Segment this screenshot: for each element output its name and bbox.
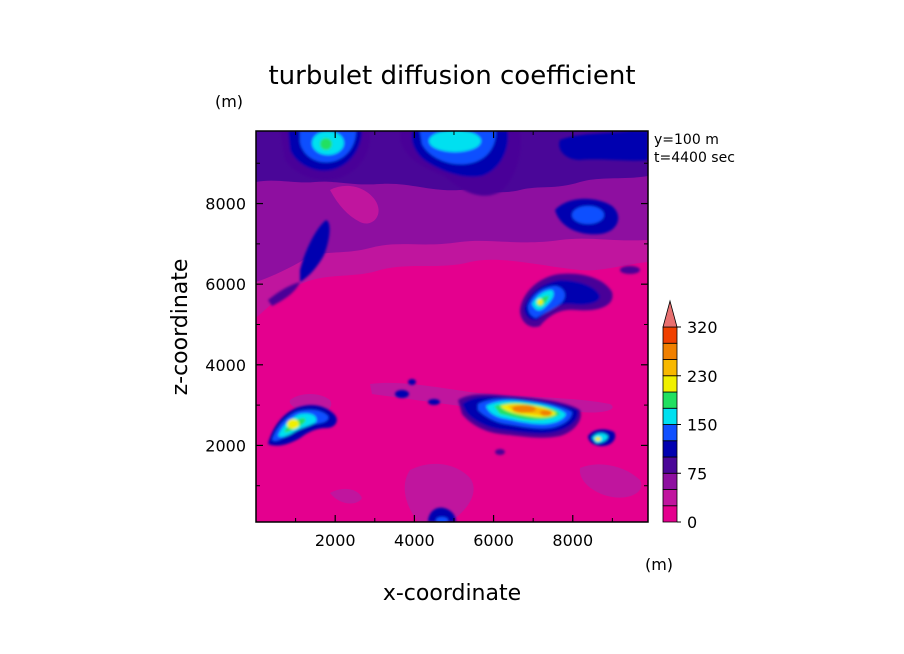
feature-mid-right-yellow: [537, 299, 543, 305]
colorbar-extension: [662, 299, 678, 328]
colorbar-bin: [662, 342, 678, 360]
colorbar: 0 75 150 230 320: [662, 299, 718, 532]
colorbar-bin: [662, 407, 678, 425]
annotation-time: t=4400 sec: [654, 150, 735, 166]
y-unit-label: (m): [215, 92, 243, 111]
contour-patch-left-low: [330, 488, 362, 504]
feature-top-center-cyan: [429, 131, 481, 152]
feature-right-blue: [572, 206, 604, 224]
colorbar-label: 230: [687, 367, 718, 386]
colorbar-label: 320: [687, 318, 718, 337]
feature-lower-left-yellow: [287, 419, 299, 429]
colorbar-bin: [662, 440, 678, 458]
feature-center-orange-2: [540, 410, 552, 416]
y-tick-label: 4000: [205, 356, 246, 375]
feature-left-navy-streak: [300, 220, 330, 282]
feature-top-left-green: [320, 138, 332, 150]
x-tick-label: 2000: [315, 531, 356, 550]
feature-speck-3: [495, 449, 505, 455]
colorbar-bin: [662, 326, 678, 344]
colorbar-bin: [662, 489, 678, 507]
feature-left-violet-streak: [268, 282, 300, 306]
colorbar-label: 75: [687, 464, 707, 483]
feature-top-right-navy: [559, 131, 648, 161]
feature-speck-5: [408, 379, 416, 385]
feature-bottom-blue: [436, 517, 448, 522]
feature-speck-4: [620, 266, 640, 274]
annotation-y-slice: y=100 m: [654, 132, 719, 148]
x-tick-label: 4000: [394, 531, 435, 550]
colorbar-label: 0: [687, 513, 697, 532]
colorbar-bin: [662, 424, 678, 442]
x-unit-label: (m): [645, 555, 673, 574]
chart-title: turbulet diffusion coefficient: [268, 61, 635, 91]
colorbar-label: 150: [687, 416, 718, 435]
plot-area: [256, 131, 648, 522]
colorbar-bin: [662, 505, 678, 523]
feature-small-right-yellow: [595, 437, 601, 441]
x-tick-label: 8000: [552, 531, 593, 550]
contour-band-top-violet: [330, 185, 379, 224]
colorbar-bin: [662, 456, 678, 474]
y-tick-label: 2000: [205, 436, 246, 455]
feature-speck-2: [428, 399, 440, 405]
y-axis-label: z-coordinate: [168, 259, 193, 396]
contour-features: [268, 131, 648, 522]
contour-patch-bottom: [404, 463, 474, 522]
contour-patch-bottom-right: [579, 464, 642, 498]
x-tick-label: 6000: [473, 531, 514, 550]
colorbar-bin: [662, 375, 678, 393]
feature-bottom-navy: [428, 507, 456, 522]
colorbar-bin: [662, 472, 678, 490]
x-axis-label: x-coordinate: [383, 581, 521, 606]
feature-center-orange: [512, 405, 536, 413]
colorbar-bin: [662, 391, 678, 409]
x-axis: 2000 4000 6000 8000: [295, 131, 613, 550]
y-tick-label: 6000: [205, 275, 246, 294]
y-tick-label: 8000: [205, 195, 246, 214]
colorbar-bin: [662, 359, 678, 377]
y-axis: 2000 4000 6000 8000: [205, 162, 648, 487]
feature-speck-1: [395, 390, 409, 398]
plot-frame: [255, 130, 649, 523]
